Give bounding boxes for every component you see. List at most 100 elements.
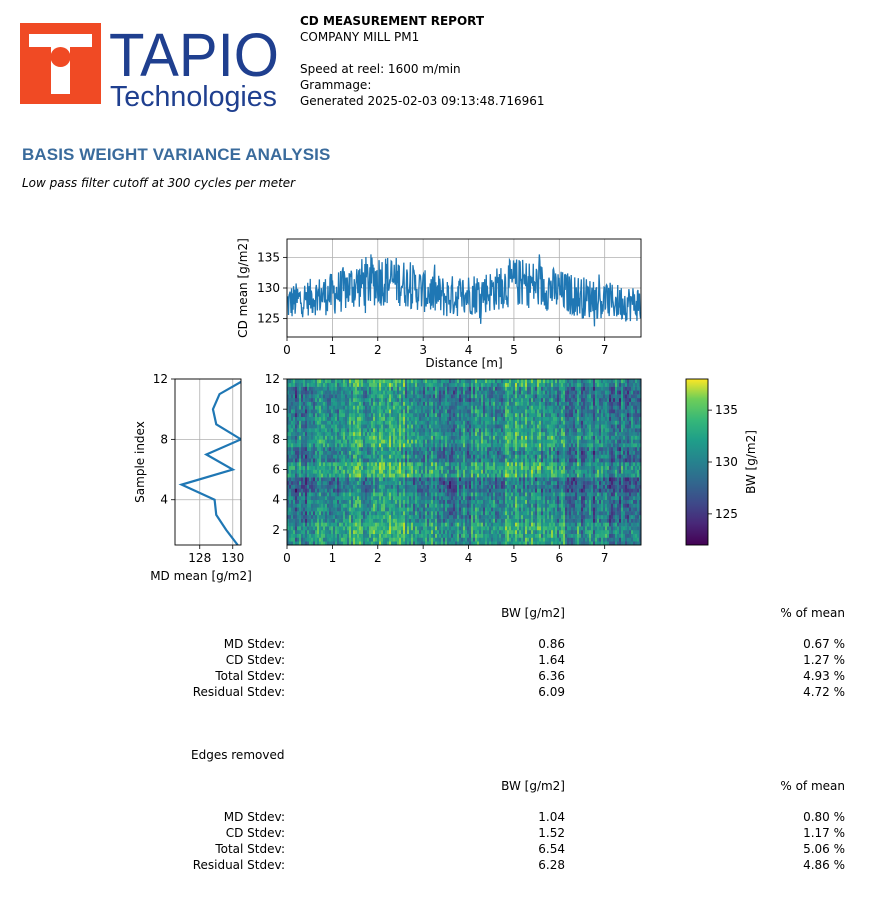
heatmap-cell — [289, 537, 292, 542]
heatmap-cell — [355, 522, 358, 527]
heatmap-cell — [431, 477, 434, 482]
heatmap-cell — [383, 465, 386, 470]
heatmap-cell — [313, 469, 316, 474]
heatmap-cell — [629, 492, 632, 497]
heatmap-cell — [611, 450, 614, 455]
heatmap-cell — [603, 462, 606, 467]
heatmap-cell — [429, 495, 432, 501]
heatmap-cell — [317, 443, 320, 448]
heatmap-cell — [435, 522, 438, 527]
heatmap-cell — [379, 439, 382, 444]
heatmap-cell — [449, 533, 452, 538]
heatmap-cell — [539, 462, 542, 467]
heatmap-cell — [445, 488, 448, 493]
heatmap-cell — [357, 518, 360, 523]
heatmap-cell — [301, 450, 304, 455]
heatmap-cell — [373, 511, 376, 516]
heatmap-cell — [495, 469, 498, 474]
heatmap-cell — [583, 537, 586, 542]
heatmap-cell — [407, 537, 410, 542]
heatmap-cell — [419, 446, 422, 451]
heatmap-cell — [471, 537, 474, 542]
heatmap-cell — [399, 492, 402, 497]
heatmap-cell — [515, 499, 518, 504]
heatmap-cell — [535, 465, 538, 470]
heatmap-cell — [471, 439, 474, 444]
heatmap-cell — [381, 469, 384, 474]
heatmap-cell — [303, 518, 306, 523]
heatmap-cell — [625, 507, 628, 512]
heatmap-cell — [483, 488, 486, 493]
heatmap-cell — [327, 488, 330, 493]
heatmap-cell — [453, 473, 456, 478]
heatmap-cell — [293, 529, 296, 534]
heatmap-cell — [503, 465, 506, 470]
heatmap-cell — [591, 533, 594, 538]
heatmap-cell — [599, 443, 602, 448]
heatmap-cell — [481, 541, 484, 546]
heatmap-cell — [593, 484, 596, 489]
heatmap-cell — [635, 458, 638, 463]
heatmap-cell — [493, 529, 496, 534]
heatmap-cell — [391, 518, 394, 523]
heatmap-cell — [361, 450, 364, 455]
heatmap-cell — [497, 522, 500, 527]
heatmap-cell — [495, 477, 498, 482]
heatmap-cell — [441, 465, 444, 470]
heatmap-cell — [387, 480, 390, 485]
heatmap-cell — [525, 529, 528, 534]
heatmap-cell — [331, 473, 334, 478]
heatmap-cell — [447, 480, 450, 485]
heatmap-cell — [571, 480, 574, 485]
heatmap-cell — [551, 450, 554, 455]
heatmap-cell — [421, 526, 424, 531]
heatmap-cell — [525, 484, 528, 489]
heatmap-cell — [543, 514, 546, 519]
heatmap-cell — [331, 526, 334, 531]
heatmap-cell — [317, 522, 320, 527]
heatmap-cell — [471, 469, 474, 474]
heatmap-cell — [465, 511, 468, 516]
heatmap-cell — [299, 454, 302, 459]
heatmap-cell — [435, 454, 438, 459]
logo-t-bar — [29, 34, 92, 47]
heatmap-cell — [405, 473, 408, 478]
heatmap-cell — [345, 454, 348, 459]
heatmap-cell — [551, 484, 554, 489]
heatmap-cell — [329, 446, 332, 451]
heatmap-cell — [467, 484, 470, 489]
heatmap-cell — [343, 541, 346, 546]
heatmap-cell — [345, 507, 348, 512]
heatmap-cell — [365, 462, 368, 467]
heatmap-cell — [613, 529, 616, 534]
heatmap-cell — [397, 488, 400, 493]
heatmap-cell — [635, 526, 638, 531]
heatmap-cell — [313, 541, 316, 546]
heatmap-cell — [375, 495, 378, 501]
heatmap-cell — [433, 503, 436, 508]
heatmap-cell — [357, 529, 360, 534]
heatmap-cell — [323, 484, 326, 489]
heatmap-cell — [377, 477, 380, 482]
heatmap-cell — [339, 529, 342, 534]
heatmap-cell — [407, 526, 410, 531]
heatmap-cell — [421, 480, 424, 485]
heatmap-cell — [623, 454, 626, 459]
heatmap-cell — [357, 484, 360, 489]
heatmap-cell — [519, 529, 522, 534]
heatmap-cell — [365, 484, 368, 489]
heatmap-cell — [295, 526, 298, 531]
heatmap-cell — [437, 446, 440, 451]
heatmap-cell — [313, 529, 316, 534]
heatmap-cell — [507, 499, 510, 504]
heatmap-cell — [309, 492, 312, 497]
heatmap-cell — [603, 514, 606, 519]
heatmap-cell — [359, 484, 362, 489]
heatmap-cell — [513, 480, 516, 485]
heatmap-cell — [439, 499, 442, 504]
heatmap-cell — [319, 443, 322, 448]
heatmap-cell — [289, 495, 292, 501]
heatmap-cell — [513, 454, 516, 459]
heatmap-cell — [467, 533, 470, 538]
heatmap-cell — [439, 541, 442, 546]
